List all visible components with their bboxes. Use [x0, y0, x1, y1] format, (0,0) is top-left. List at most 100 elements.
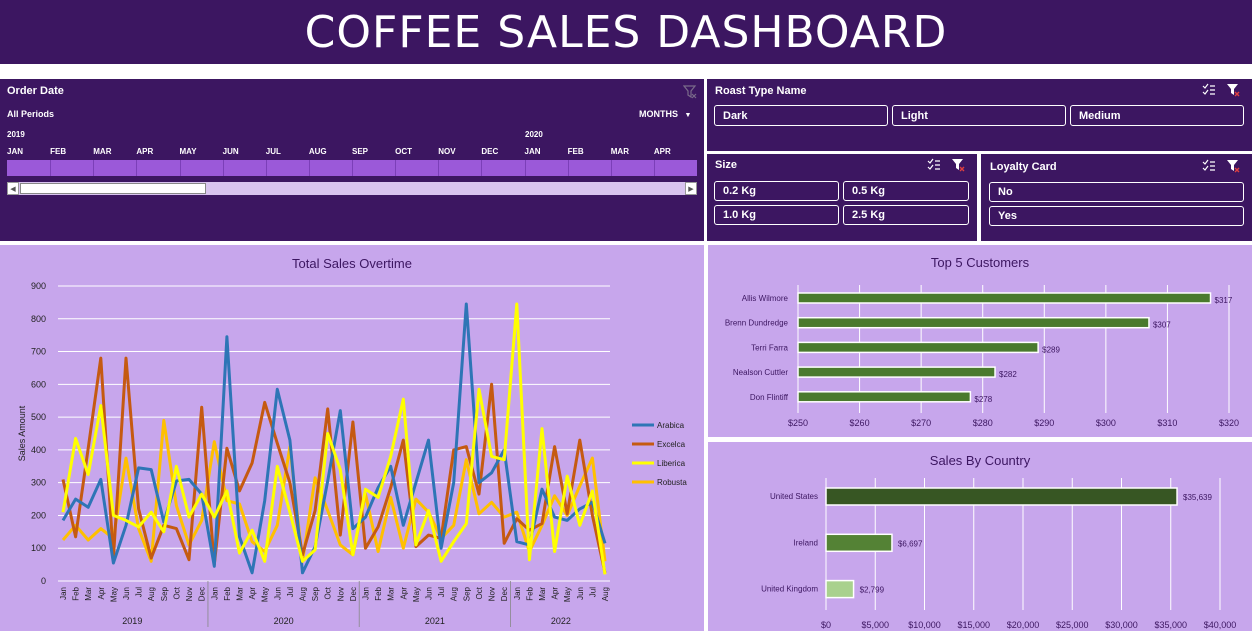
x-tick-label: $280 [973, 418, 993, 428]
slicer-item-dark[interactable]: Dark [714, 105, 888, 126]
x-tick-label: Dec [349, 587, 358, 601]
scroll-right-icon[interactable]: ▶ [685, 182, 697, 195]
clear-filter-icon[interactable] [1226, 159, 1240, 173]
timeline-month-label[interactable]: DEC [481, 147, 499, 156]
size-slicer-title: Size [715, 159, 738, 171]
scroll-thumb[interactable] [20, 183, 206, 194]
order-date-timeline[interactable]: Order Date All Periods MONTHS ▼ 2019 202… [0, 79, 704, 241]
x-year-label: 2022 [551, 616, 571, 626]
timeline-level-dropdown[interactable]: MONTHS ▼ [639, 109, 691, 119]
timeline-month-label[interactable]: APR [653, 147, 671, 156]
slicer-item-2-5kg[interactable]: 2.5 Kg [843, 205, 969, 225]
country-value-label: $6,697 [898, 539, 923, 548]
timeline-cell-divider [265, 160, 267, 176]
slicer-item-0-5kg[interactable]: 0.5 Kg [843, 181, 969, 201]
multi-select-icon[interactable] [927, 158, 941, 172]
slicer-item-no[interactable]: No [989, 182, 1244, 202]
customer-bar [797, 391, 972, 403]
x-year-label: 2020 [274, 616, 294, 626]
timeline-year-2020: 2020 [525, 130, 543, 139]
country-value-label: $2,799 [860, 586, 885, 595]
timeline-scrollbar[interactable]: ◀ ▶ [7, 182, 697, 195]
customer-bar [797, 292, 1212, 304]
multi-select-icon[interactable] [1202, 159, 1216, 173]
y-tick-label: 500 [31, 412, 46, 422]
top-customers-title: Top 5 Customers [930, 255, 1030, 270]
x-tick-label: $310 [1157, 418, 1177, 428]
country-name-label: United States [770, 492, 818, 501]
top-customers-bar-chart: $250 $260 $270 $280 $290 $300 $310 $320 Allis Wi… [725, 285, 1239, 428]
clear-filter-icon[interactable] [951, 158, 965, 172]
x-tick-label: Jan [210, 587, 219, 600]
slicer-item-medium[interactable]: Medium [1070, 105, 1244, 126]
x-tick-label: May [261, 587, 270, 602]
loyalty-slicer-title: Loyalty Card [990, 161, 1057, 173]
legend-label: Liberica [657, 459, 686, 468]
timeline-month-label[interactable]: FEB [567, 147, 584, 156]
sales-country-title: Sales By Country [929, 453, 1031, 468]
multi-select-icon[interactable] [1202, 83, 1216, 97]
timeline-month-label[interactable]: AUG [308, 147, 327, 156]
slicer-item-0-2kg[interactable]: 0.2 Kg [714, 181, 839, 201]
clear-filter-icon[interactable] [1226, 83, 1240, 97]
customer-value-label: $282 [999, 370, 1017, 379]
y-tick-label: 900 [31, 281, 46, 291]
timeline-cell-divider [610, 160, 612, 176]
x-tick-label: Jan [362, 587, 371, 600]
x-tick-label: Apr [399, 587, 408, 600]
country-value-label: $35,639 [1183, 493, 1212, 502]
x-tick-label: Nov [185, 587, 194, 601]
legend-label: Arabica [657, 421, 685, 430]
x-tick-label: $320 [1219, 418, 1239, 428]
timeline-month-label[interactable]: OCT [395, 147, 413, 156]
customer-name-label: Allis Wilmore [742, 294, 789, 303]
customer-value-label: $278 [974, 395, 992, 404]
timeline-month-label[interactable]: SEP [352, 147, 369, 156]
x-tick-label: Feb [374, 586, 383, 600]
y-tick-label: 100 [31, 543, 46, 553]
slicer-item-light[interactable]: Light [892, 105, 1066, 126]
x-tick-label: $15,000 [957, 620, 990, 630]
timeline-month-label[interactable]: FEB [50, 147, 67, 156]
timeline-month-label[interactable]: MAY [179, 147, 197, 156]
x-tick-label: $10,000 [908, 620, 941, 630]
timeline-month-label[interactable]: JUN [222, 147, 239, 156]
x-tick-label: Feb [223, 586, 232, 600]
x-tick-label: Feb [72, 586, 81, 600]
timeline-month-label[interactable]: JAN [7, 147, 24, 156]
series-line-robusta [61, 418, 607, 563]
timeline-month-label[interactable]: JAN [524, 147, 541, 156]
x-tick-label: Oct [475, 586, 484, 599]
roast-slicer-title: Roast Type Name [715, 85, 807, 97]
slicer-item-yes[interactable]: Yes [989, 206, 1244, 226]
x-tick-label: $260 [850, 418, 870, 428]
timeline-cell-divider [352, 160, 353, 176]
timeline-month-label[interactable]: NOV [438, 147, 456, 156]
x-tick-label: Mar [84, 587, 93, 601]
x-tick-label: $30,000 [1105, 620, 1138, 630]
country-name-label: Ireland [794, 538, 818, 547]
x-tick-label: $20,000 [1007, 620, 1040, 630]
country-bar [825, 487, 1178, 506]
timeline-month-label[interactable]: JUL [265, 147, 281, 156]
x-tick-label: Apr [551, 587, 560, 600]
slicer-item-1-0kg[interactable]: 1.0 Kg [714, 205, 839, 225]
dashboard-title: COFFEE SALES DASHBOARD [304, 6, 948, 58]
x-tick-label: Jul [588, 587, 597, 597]
x-tick-label: $40,000 [1204, 620, 1237, 630]
timeline-title: Order Date [7, 85, 64, 97]
x-tick-label: Nov [336, 587, 345, 601]
x-tick-label: May [109, 587, 118, 602]
x-tick-label: $35,000 [1154, 620, 1187, 630]
timeline-month-label[interactable]: MAR [93, 147, 112, 156]
timeline-cell-divider [222, 160, 224, 176]
scroll-left-icon[interactable]: ◀ [7, 182, 19, 195]
x-tick-label: Oct [172, 586, 181, 599]
x-tick-label: Jul [437, 587, 446, 597]
timeline-month-label[interactable]: MAR [610, 147, 629, 156]
clear-filter-icon[interactable] [682, 85, 697, 99]
x-tick-label: Dec [500, 587, 509, 601]
total-sales-line-chart: 0 100 200 300 400 500 600 700 800 900 Sales Amount… [17, 281, 687, 627]
timeline-month-label[interactable]: APR [136, 147, 154, 156]
x-tick-label: Jun [425, 587, 434, 600]
